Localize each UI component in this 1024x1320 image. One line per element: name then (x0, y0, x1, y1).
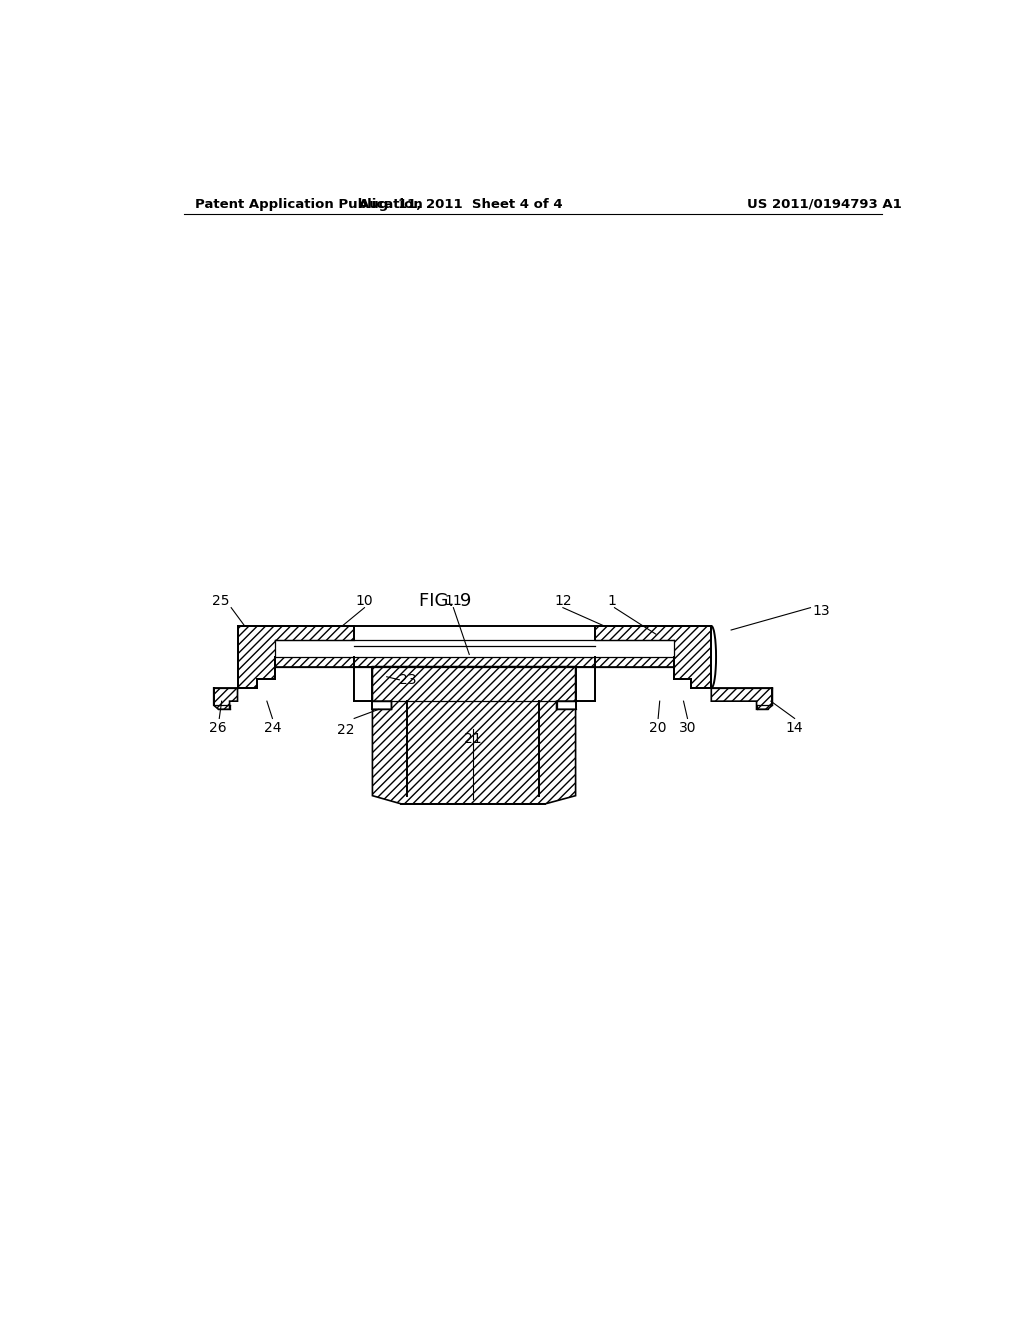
Polygon shape (354, 667, 408, 701)
Polygon shape (575, 667, 595, 701)
Text: 26: 26 (209, 722, 226, 735)
Text: 21: 21 (465, 731, 482, 746)
Text: 22: 22 (337, 722, 354, 737)
Text: Patent Application Publication: Patent Application Publication (196, 198, 423, 211)
Text: FIG. 9: FIG. 9 (419, 591, 472, 610)
Polygon shape (354, 667, 373, 701)
Polygon shape (539, 667, 595, 701)
Text: Aug. 11, 2011  Sheet 4 of 4: Aug. 11, 2011 Sheet 4 of 4 (359, 198, 563, 211)
Text: 20: 20 (649, 722, 667, 735)
Text: 23: 23 (399, 673, 417, 686)
Text: 24: 24 (264, 722, 282, 735)
Polygon shape (274, 657, 674, 667)
Text: 1: 1 (607, 594, 616, 607)
Text: 25: 25 (212, 594, 229, 607)
Polygon shape (214, 688, 238, 709)
Polygon shape (595, 626, 712, 688)
Polygon shape (274, 640, 674, 657)
Text: 13: 13 (812, 603, 829, 618)
Text: 10: 10 (355, 594, 374, 607)
Polygon shape (373, 667, 575, 804)
Polygon shape (354, 640, 595, 657)
Text: 14: 14 (785, 722, 804, 735)
Text: 11: 11 (444, 594, 462, 607)
Polygon shape (712, 688, 772, 709)
Text: 12: 12 (554, 594, 571, 607)
Text: US 2011/0194793 A1: US 2011/0194793 A1 (748, 198, 902, 211)
Text: 30: 30 (679, 722, 696, 735)
Polygon shape (238, 626, 354, 688)
